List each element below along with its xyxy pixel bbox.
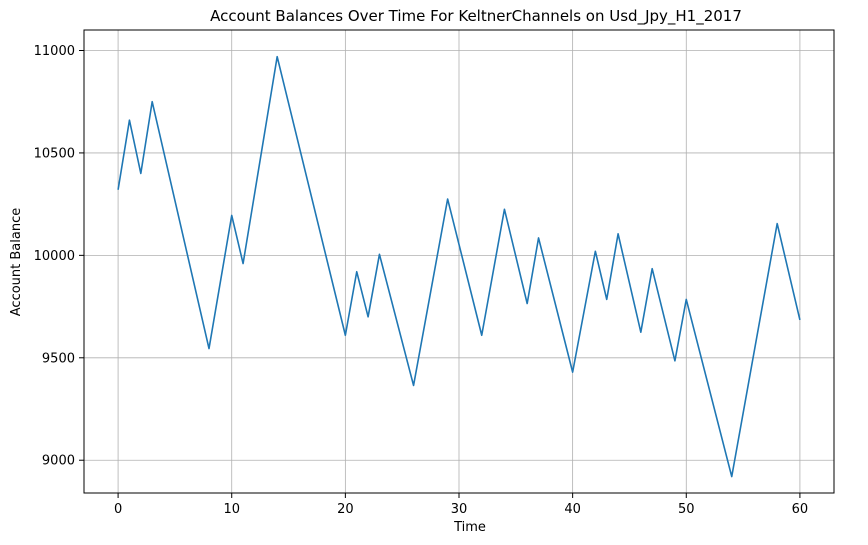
x-tick-label: 50	[678, 502, 695, 517]
x-tick-label: 60	[792, 502, 809, 517]
series-line	[117, 55, 801, 478]
x-tick-label: 30	[451, 502, 468, 517]
x-tick-label: 10	[223, 502, 240, 517]
series-layer	[117, 55, 801, 478]
x-axis: 0 10 20 30 40 50 60	[114, 493, 808, 517]
grid-lines	[84, 30, 834, 493]
x-axis-label: Time	[453, 520, 486, 535]
y-tick-label: 11000	[34, 44, 75, 59]
y-tick-label: 10000	[34, 249, 75, 264]
x-tick-label: 40	[564, 502, 581, 517]
x-tick-label: 0	[114, 502, 122, 517]
chart-title: Account Balances Over Time For KeltnerCh…	[210, 7, 742, 26]
x-tick-label: 20	[337, 502, 354, 517]
y-tick-label: 10500	[34, 146, 75, 161]
y-axis-label: Account Balance	[9, 208, 24, 316]
y-axis: 9000 9500 10000 10500 11000	[34, 44, 84, 469]
y-tick-label: 9000	[42, 454, 75, 469]
y-tick-label: 9500	[42, 351, 75, 366]
